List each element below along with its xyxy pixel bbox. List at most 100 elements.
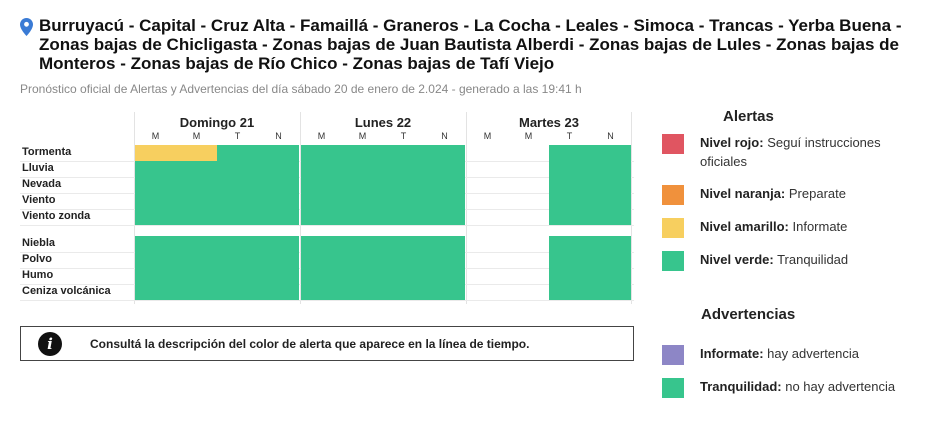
alert-cell-verde[interactable] xyxy=(301,236,342,252)
alert-cell-verde[interactable] xyxy=(590,145,631,161)
alert-cell-verde[interactable] xyxy=(135,268,176,284)
alert-cell-verde[interactable] xyxy=(549,209,590,225)
alert-cell-verde[interactable] xyxy=(217,193,258,209)
alert-cell-verde[interactable] xyxy=(549,177,590,193)
alert-cell-verde[interactable] xyxy=(176,236,217,252)
alert-cell-verde[interactable] xyxy=(176,161,217,177)
alert-cell-verde[interactable] xyxy=(342,236,383,252)
alert-cell-verde[interactable] xyxy=(424,252,465,268)
alert-cell-verde[interactable] xyxy=(176,193,217,209)
color-swatch xyxy=(662,185,684,205)
alert-cell-verde[interactable] xyxy=(301,161,342,177)
alert-cell-verde[interactable] xyxy=(258,268,299,284)
alert-cell-verde[interactable] xyxy=(301,177,342,193)
alert-cell-verde[interactable] xyxy=(383,177,424,193)
alert-cell-verde[interactable] xyxy=(549,161,590,177)
alert-timeline: Domingo 21 M M T N Lunes 22 M M T N Martes 23 M M T N T… xyxy=(20,112,634,304)
alert-cell-amarillo[interactable] xyxy=(176,145,217,161)
alert-cell-verde[interactable] xyxy=(258,236,299,252)
info-box: i Consultá la descripción del color de a… xyxy=(20,326,634,361)
alert-cell-verde[interactable] xyxy=(424,236,465,252)
alert-cell-verde[interactable] xyxy=(135,177,176,193)
alert-cell-verde[interactable] xyxy=(549,252,590,268)
alert-cell-verde[interactable] xyxy=(590,193,631,209)
alert-cell-verde[interactable] xyxy=(176,252,217,268)
alert-cell-verde[interactable] xyxy=(135,284,176,300)
alert-cell-amarillo[interactable] xyxy=(135,145,176,161)
alert-cell-verde[interactable] xyxy=(301,145,342,161)
alert-cell-verde[interactable] xyxy=(342,252,383,268)
alert-cell-verde[interactable] xyxy=(590,252,631,268)
alert-cell-verde[interactable] xyxy=(217,284,258,300)
alert-cell-verde[interactable] xyxy=(342,284,383,300)
alert-cell-verde[interactable] xyxy=(135,209,176,225)
info-icon: i xyxy=(38,332,62,356)
legend-level-desc: hay advertencia xyxy=(763,346,859,361)
alert-cell-verde[interactable] xyxy=(342,209,383,225)
alert-cell-verde[interactable] xyxy=(383,193,424,209)
alert-cell-verde[interactable] xyxy=(590,284,631,300)
alert-cell-verde[interactable] xyxy=(135,252,176,268)
alert-cell-verde[interactable] xyxy=(424,193,465,209)
alert-cell-verde[interactable] xyxy=(590,161,631,177)
alert-cell-verde[interactable] xyxy=(383,252,424,268)
alert-cell-verde[interactable] xyxy=(590,209,631,225)
alert-cell-verde[interactable] xyxy=(176,209,217,225)
alert-cell-verde[interactable] xyxy=(424,177,465,193)
alert-cell-verde[interactable] xyxy=(590,236,631,252)
alert-cell-verde[interactable] xyxy=(258,161,299,177)
alert-cell-verde[interactable] xyxy=(301,193,342,209)
alert-cell-verde[interactable] xyxy=(590,177,631,193)
alert-cell-verde[interactable] xyxy=(342,193,383,209)
alert-cell-verde[interactable] xyxy=(301,209,342,225)
row-label: Humo xyxy=(22,269,54,281)
alert-cell-verde[interactable] xyxy=(342,268,383,284)
alert-cell-verde[interactable] xyxy=(383,161,424,177)
alert-cell-verde[interactable] xyxy=(424,268,465,284)
alert-cell-verde[interactable] xyxy=(176,284,217,300)
alert-cell-verde[interactable] xyxy=(301,252,342,268)
color-swatch xyxy=(662,345,684,365)
alert-cell-verde[interactable] xyxy=(217,236,258,252)
alert-cell-verde[interactable] xyxy=(258,284,299,300)
forecast-subtitle: Pronóstico oficial de Alertas y Adverten… xyxy=(20,82,582,96)
alert-cell-verde[interactable] xyxy=(590,268,631,284)
alert-cell-verde[interactable] xyxy=(424,209,465,225)
alert-cell-verde[interactable] xyxy=(258,209,299,225)
slot-label: T xyxy=(400,131,407,141)
alert-cell-verde[interactable] xyxy=(135,236,176,252)
alert-cell-verde[interactable] xyxy=(383,236,424,252)
alert-cell-verde[interactable] xyxy=(301,268,342,284)
alert-cell-verde[interactable] xyxy=(217,268,258,284)
alert-cell-verde[interactable] xyxy=(217,177,258,193)
alert-cell-verde[interactable] xyxy=(217,209,258,225)
alert-cell-verde[interactable] xyxy=(217,161,258,177)
alert-cell-verde[interactable] xyxy=(258,252,299,268)
alert-cell-verde[interactable] xyxy=(549,284,590,300)
alert-cell-verde[interactable] xyxy=(549,193,590,209)
alert-cell-verde[interactable] xyxy=(135,161,176,177)
alert-cell-verde[interactable] xyxy=(301,284,342,300)
alert-cell-verde[interactable] xyxy=(383,209,424,225)
alert-cell-verde[interactable] xyxy=(176,268,217,284)
alert-cell-verde[interactable] xyxy=(258,145,299,161)
day-divider xyxy=(466,112,467,304)
alert-cell-verde[interactable] xyxy=(383,284,424,300)
alert-cell-verde[interactable] xyxy=(342,161,383,177)
alert-cell-verde[interactable] xyxy=(383,145,424,161)
alert-cell-verde[interactable] xyxy=(217,145,258,161)
alert-cell-verde[interactable] xyxy=(258,177,299,193)
alert-cell-verde[interactable] xyxy=(424,161,465,177)
alert-cell-verde[interactable] xyxy=(342,145,383,161)
alert-cell-verde[interactable] xyxy=(424,145,465,161)
alert-cell-verde[interactable] xyxy=(135,193,176,209)
alert-cell-verde[interactable] xyxy=(549,236,590,252)
alert-cell-verde[interactable] xyxy=(176,177,217,193)
alert-cell-verde[interactable] xyxy=(383,268,424,284)
alert-cell-verde[interactable] xyxy=(217,252,258,268)
alert-cell-verde[interactable] xyxy=(258,193,299,209)
alert-cell-verde[interactable] xyxy=(424,284,465,300)
alert-cell-verde[interactable] xyxy=(549,145,590,161)
alert-cell-verde[interactable] xyxy=(549,268,590,284)
alert-cell-verde[interactable] xyxy=(342,177,383,193)
